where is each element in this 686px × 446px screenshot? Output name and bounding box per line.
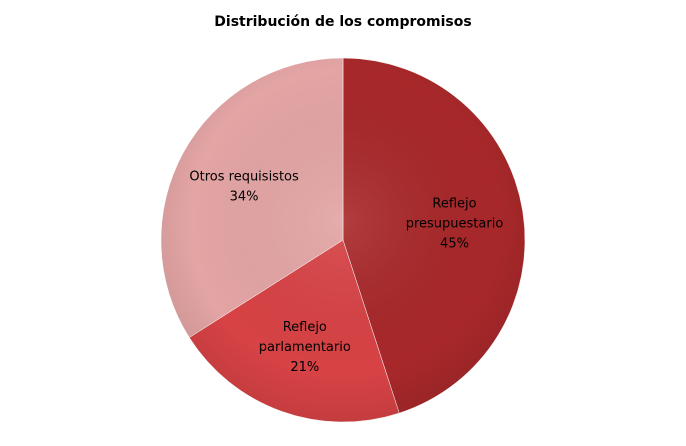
chart-title: Distribución de los compromisos <box>214 14 472 30</box>
slice-name-label: parlamentario <box>259 340 351 355</box>
slice-value-label: 21% <box>290 360 319 375</box>
slice-label-2: Otros requisistos 34% <box>189 170 299 205</box>
slice-name-label: presupuestario <box>406 216 504 231</box>
slice-label-1: Reflejo parlamentario 21% <box>259 320 351 375</box>
slice-value-label: 45% <box>440 236 469 251</box>
slice-name-label: Reflejo <box>432 196 476 211</box>
slice-label-0: Reflejo presupuestario 45% <box>406 196 504 251</box>
slice-value-label: 34% <box>230 190 259 205</box>
slice-name-label: Reflejo <box>283 320 327 335</box>
pie-labels: Reflejo presupuestario 45% Reflejo parlament… <box>189 170 503 376</box>
pie-slices <box>160 57 526 423</box>
slice-name-label: Otros requisistos <box>189 170 299 185</box>
